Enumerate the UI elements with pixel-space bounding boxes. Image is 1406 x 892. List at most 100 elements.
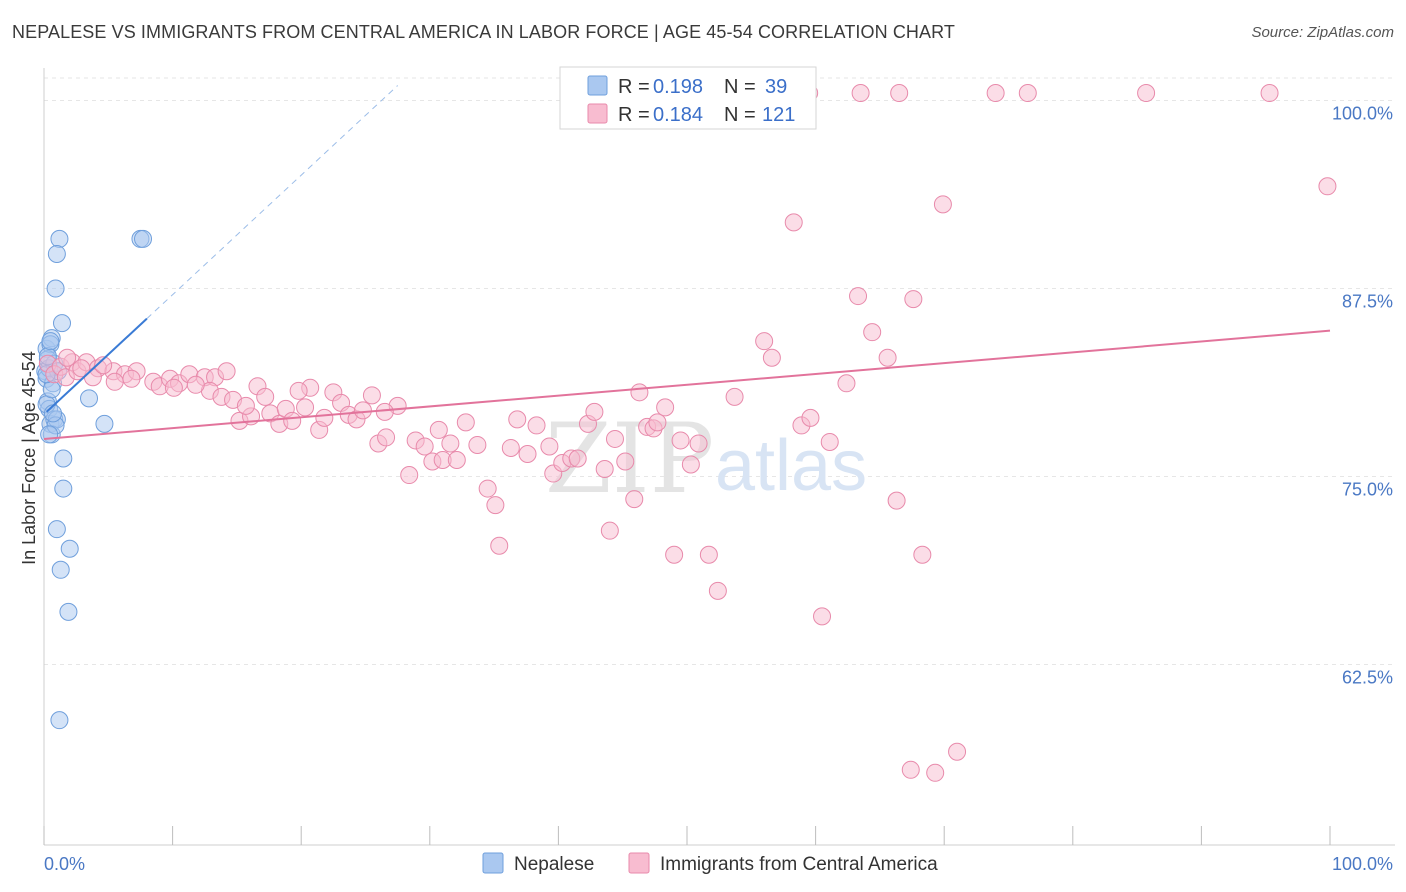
central-america-point <box>527 416 546 435</box>
central-america-point <box>681 455 700 474</box>
legend: R = 0.198 N = 39 R = 0.184 N = 121 <box>559 66 817 130</box>
central-america-point <box>671 431 690 450</box>
nepalese-point <box>80 389 99 408</box>
nepalese-point <box>59 602 78 621</box>
x-tick-label: 0.0% <box>44 854 85 874</box>
central-america-point <box>863 323 882 342</box>
central-america-point <box>217 362 236 381</box>
central-america-point <box>375 402 394 421</box>
central-america-point <box>784 213 803 232</box>
central-america-point <box>600 521 619 540</box>
grid-lines <box>44 77 1395 666</box>
nepalese-point <box>44 404 63 423</box>
central-america-point <box>849 287 868 306</box>
legend-swatch-nepalese <box>587 75 608 96</box>
central-america-point <box>72 359 91 378</box>
central-america-point <box>429 420 448 439</box>
central-america-point <box>164 378 183 397</box>
legend-r-label: R = <box>618 104 650 126</box>
central-america-point <box>820 432 839 451</box>
central-america-point <box>105 372 124 391</box>
central-america-point <box>540 437 559 456</box>
central-america-point <box>595 460 614 479</box>
nepalese-point <box>95 414 114 433</box>
central-america-point <box>283 411 302 430</box>
central-america-point <box>890 84 909 103</box>
central-america-point <box>289 381 308 400</box>
central-america-point <box>801 408 820 427</box>
central-america-point <box>755 332 774 351</box>
central-america-point <box>837 374 856 393</box>
y-tick-label: 75.0% <box>1342 480 1393 500</box>
central-america-point <box>377 428 396 447</box>
nepalese-point <box>41 332 60 351</box>
data-points <box>36 84 1337 782</box>
central-america-point <box>1018 84 1037 103</box>
nepalese-point <box>134 229 153 248</box>
central-america-point <box>447 450 466 469</box>
central-america-point <box>1137 84 1156 103</box>
central-america-point <box>933 195 952 214</box>
central-america-point <box>122 369 141 388</box>
chart-title: NEPALESE VS IMMIGRANTS FROM CENTRAL AMER… <box>12 22 955 42</box>
legend-n-value: 121 <box>762 104 795 126</box>
central-america-point <box>441 434 460 453</box>
central-america-point <box>1260 84 1279 103</box>
nepalese-trend-line <box>45 317 148 413</box>
bottom-legend: Nepalese Immigrants from Central America <box>482 852 938 875</box>
central-america-trend-line <box>43 329 1331 440</box>
central-america-point <box>236 396 255 415</box>
y-tick-label: 87.5% <box>1342 292 1393 312</box>
central-america-point <box>501 438 520 457</box>
bottom-legend-swatch-nepalese <box>482 852 504 874</box>
central-america-point <box>400 466 419 485</box>
central-america-point <box>887 491 906 510</box>
central-america-point <box>630 383 649 402</box>
central-america-point <box>518 444 537 463</box>
central-america-point <box>186 375 205 394</box>
watermark-atlas: atlas <box>715 426 867 506</box>
nepalese-point <box>60 539 79 558</box>
central-america-point <box>762 348 781 367</box>
central-america-point <box>508 410 527 429</box>
central-america-point <box>901 760 920 779</box>
nepalese-point <box>50 711 69 730</box>
central-america-point <box>568 449 587 468</box>
nepalese-point <box>50 229 69 248</box>
central-america-point <box>478 479 497 498</box>
nepalese-point <box>53 314 72 333</box>
central-america-point <box>486 496 505 515</box>
central-america-point <box>904 290 923 309</box>
central-america-point <box>656 398 675 417</box>
nepalese-point <box>46 279 65 298</box>
nepalese-point <box>42 380 61 399</box>
central-america-point <box>353 401 372 420</box>
central-america-point <box>725 387 744 406</box>
legend-swatch-central-america <box>587 103 608 124</box>
legend-r-value: 0.184 <box>653 104 703 126</box>
central-america-point <box>648 413 667 432</box>
nepalese-point <box>54 449 73 468</box>
central-america-point <box>456 413 475 432</box>
central-america-point <box>490 536 509 555</box>
central-america-point <box>699 545 718 564</box>
nepalese-point <box>47 520 66 539</box>
central-america-point <box>926 763 945 782</box>
central-america-point <box>605 429 624 448</box>
trend-lines <box>43 85 1331 440</box>
legend-n-label: N = <box>724 76 756 98</box>
central-america-point <box>256 387 275 406</box>
central-america-point <box>665 545 684 564</box>
nepalese-trend-extension <box>146 85 398 319</box>
bottom-legend-label-nepalese: Nepalese <box>514 854 594 875</box>
central-america-point <box>58 348 77 367</box>
y-tick-label: 100.0% <box>1332 104 1393 124</box>
bottom-legend-swatch-central-america <box>628 852 650 874</box>
legend-n-value: 39 <box>765 76 787 98</box>
source-text: Source: ZipAtlas.com <box>1251 24 1394 41</box>
central-america-point <box>913 545 932 564</box>
axes <box>43 68 1395 846</box>
bottom-legend-label-central-america: Immigrants from Central America <box>660 854 938 875</box>
central-america-point <box>813 607 832 626</box>
